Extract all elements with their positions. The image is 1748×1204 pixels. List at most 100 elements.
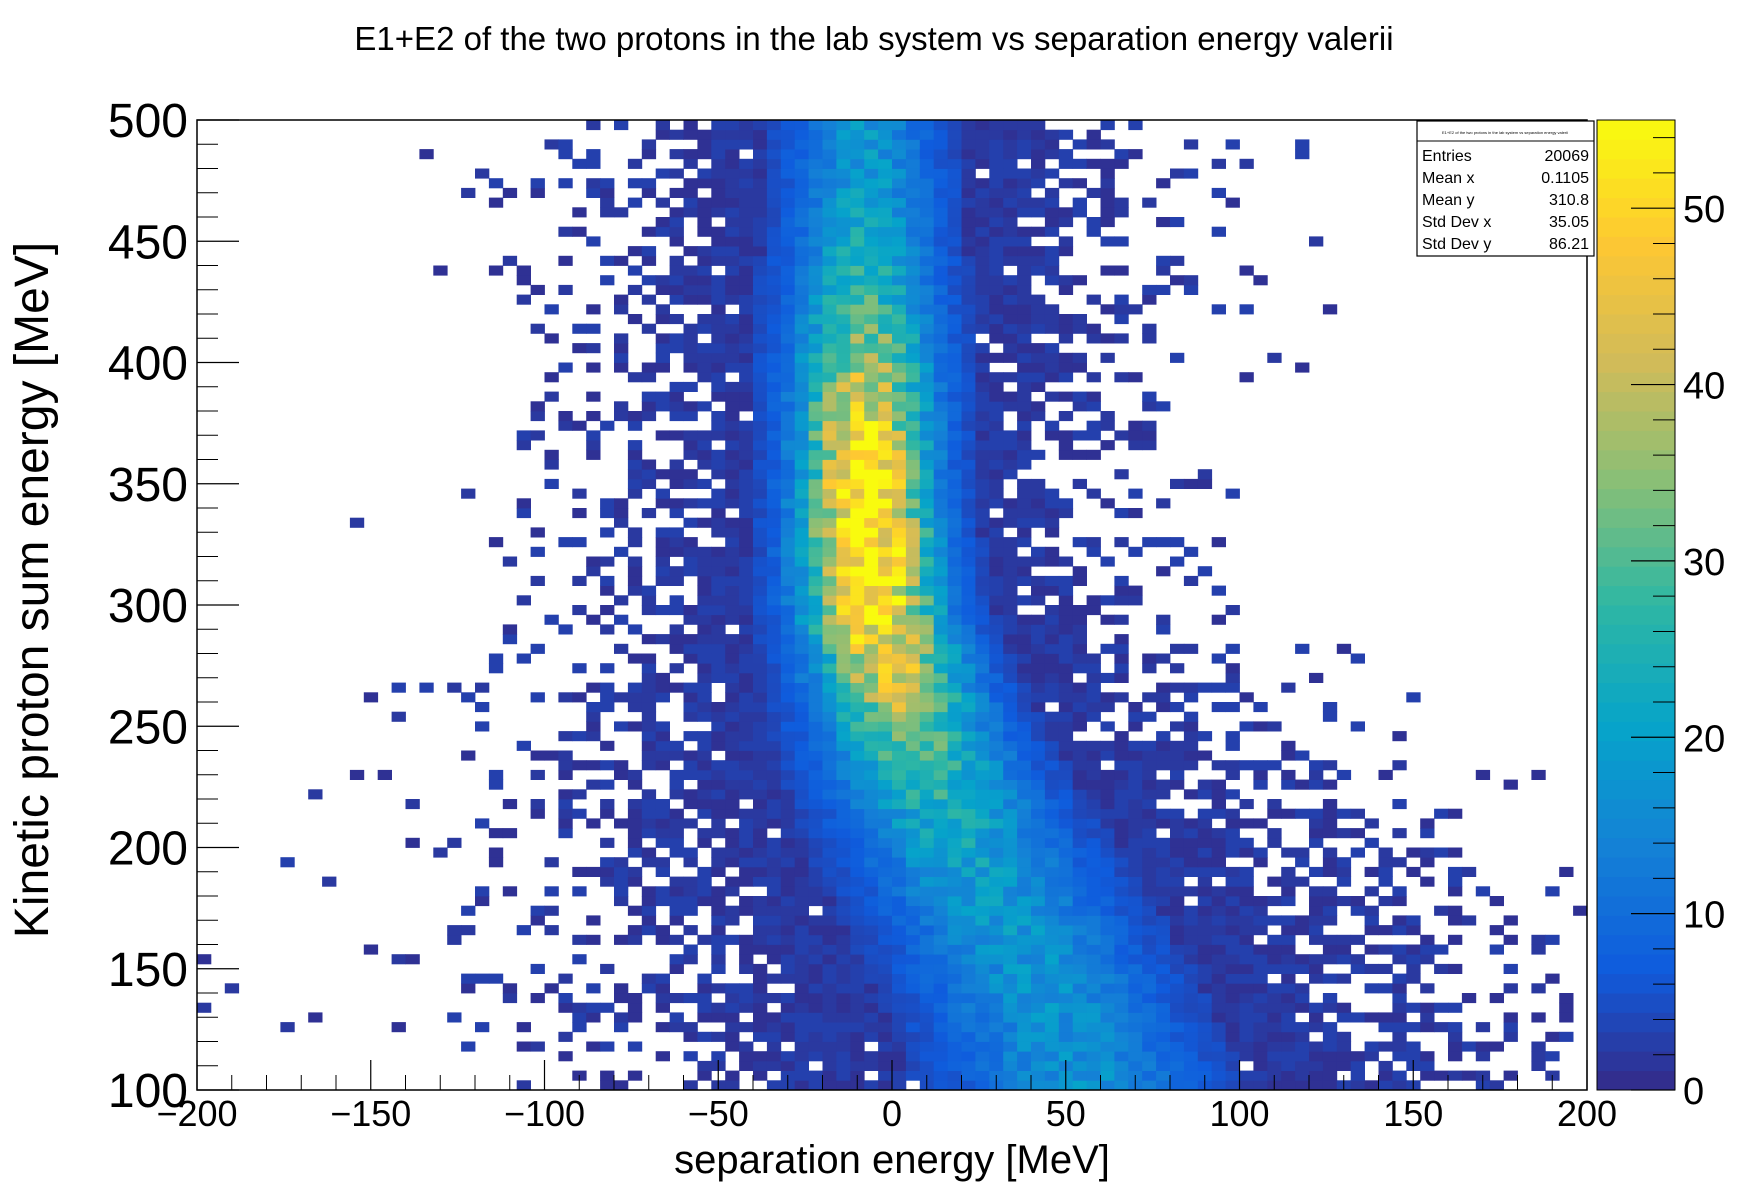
heatmap-cell	[572, 508, 587, 519]
heatmap-cell	[808, 837, 823, 848]
heatmap-cell	[627, 566, 643, 577]
heatmap-cell	[697, 993, 712, 1004]
heatmap-cell	[822, 333, 837, 344]
heatmap-cell	[794, 643, 809, 654]
heatmap-cell	[614, 333, 629, 344]
heatmap-cell	[1003, 1022, 1018, 1033]
heatmap-cell	[711, 905, 726, 916]
heatmap-cell	[669, 769, 684, 780]
heatmap-cell	[864, 692, 879, 703]
heatmap-cell	[919, 934, 935, 945]
heatmap-cell	[572, 488, 587, 499]
heatmap-cell	[1142, 789, 1157, 800]
heatmap-cell	[1017, 886, 1032, 897]
heatmap-cell	[905, 643, 921, 654]
heatmap-cell	[697, 1012, 712, 1023]
heatmap-cell	[836, 944, 851, 955]
heatmap-cell	[1031, 886, 1046, 897]
heatmap-cell	[655, 168, 670, 179]
heatmap-cell	[878, 508, 893, 519]
heatmap-cell	[905, 808, 921, 819]
heatmap-cell	[836, 789, 851, 800]
heatmap-cell	[836, 314, 851, 325]
heatmap-cell	[1295, 857, 1310, 868]
heatmap-cell	[822, 624, 837, 635]
heatmap-cell	[1031, 149, 1046, 160]
heatmap-cell	[1156, 934, 1171, 945]
heatmap-cell	[1058, 866, 1074, 877]
heatmap-cell	[905, 401, 921, 412]
heatmap-cell	[892, 469, 907, 480]
heatmap-cell	[1364, 837, 1379, 848]
heatmap-cell	[1044, 934, 1060, 945]
heatmap-cell	[822, 246, 837, 257]
heatmap-cell	[739, 498, 754, 509]
heatmap-cell	[808, 575, 823, 586]
heatmap-cell	[919, 605, 935, 616]
heatmap-cell	[1295, 993, 1310, 1004]
heatmap-cell	[697, 284, 712, 295]
heatmap-cells	[197, 120, 1588, 1091]
heatmap-cell	[780, 740, 796, 751]
heatmap-cell	[989, 381, 1004, 392]
heatmap-cell	[975, 537, 990, 548]
heatmap-cell	[739, 255, 754, 266]
heatmap-cell	[739, 537, 754, 548]
heatmap-cell	[1003, 1080, 1018, 1091]
heatmap-cell	[836, 876, 851, 887]
heatmap-cell	[864, 294, 879, 305]
heatmap-cell	[975, 178, 990, 189]
heatmap-cell	[1086, 973, 1101, 984]
heatmap-cell	[1114, 905, 1129, 916]
heatmap-cell	[739, 333, 754, 344]
heatmap-cell	[711, 963, 726, 974]
heatmap-cell	[989, 372, 1004, 383]
heatmap-cell	[892, 430, 907, 441]
heatmap-cell	[1142, 808, 1157, 819]
heatmap-cell	[1114, 333, 1129, 344]
heatmap-cell	[1503, 983, 1518, 994]
heatmap-cell	[961, 760, 976, 771]
heatmap-cell	[1225, 769, 1240, 780]
heatmap-cell	[1142, 711, 1157, 722]
heatmap-cell	[975, 343, 990, 354]
heatmap-cell	[1545, 886, 1560, 897]
heatmap-cell	[1197, 993, 1213, 1004]
heatmap-cell	[947, 585, 962, 596]
heatmap-cell	[766, 333, 782, 344]
heatmap-cell	[808, 643, 823, 654]
heatmap-cell	[905, 1070, 921, 1081]
heatmap-cell	[989, 401, 1004, 412]
heatmap-cell	[1100, 556, 1115, 567]
heatmap-cell	[614, 207, 629, 218]
heatmap-cell	[1072, 1080, 1087, 1091]
heatmap-cell	[822, 362, 837, 373]
heatmap-cell	[1128, 934, 1143, 945]
x-tick-label: 150	[1383, 1093, 1443, 1134]
heatmap-cell	[1058, 954, 1074, 965]
heatmap-cell	[1072, 352, 1087, 363]
heatmap-cell	[1031, 789, 1046, 800]
heatmap-cell	[1420, 1060, 1435, 1071]
heatmap-cell	[822, 634, 837, 645]
heatmap-cell	[1114, 1022, 1129, 1033]
heatmap-cell	[961, 508, 976, 519]
heatmap-cell	[711, 411, 726, 422]
heatmap-cell	[794, 217, 809, 228]
heatmap-cell	[989, 847, 1004, 858]
heatmap-cell	[1031, 643, 1046, 654]
heatmap-cell	[905, 876, 921, 887]
heatmap-cell	[1295, 808, 1310, 819]
heatmap-cell	[683, 537, 698, 548]
heatmap-cell	[947, 440, 962, 451]
heatmap-cell	[780, 275, 796, 286]
heatmap-cell	[905, 255, 921, 266]
heatmap-cell	[836, 711, 851, 722]
heatmap-cell	[725, 236, 740, 247]
heatmap-cell	[780, 896, 796, 907]
heatmap-cell	[975, 459, 990, 470]
heatmap-cell	[1100, 304, 1115, 315]
heatmap-cell	[864, 304, 879, 315]
heatmap-cell	[808, 993, 823, 1004]
heatmap-cell	[933, 595, 948, 606]
